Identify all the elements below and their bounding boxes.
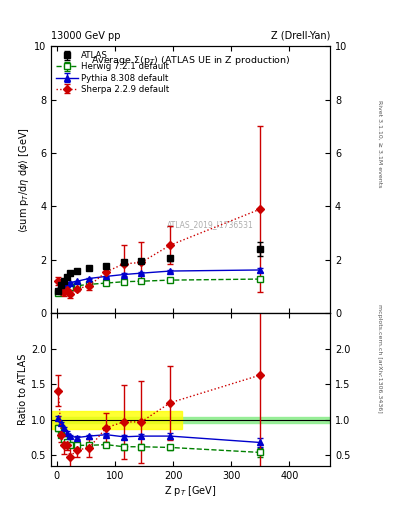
Bar	[51, 411, 182, 429]
Y-axis label: $\langle$sum p$_T$/d$\eta$ d$\phi\rangle$ [GeV]: $\langle$sum p$_T$/d$\eta$ d$\phi\rangle…	[17, 127, 31, 232]
Text: ATLAS_2019_I1736531: ATLAS_2019_I1736531	[167, 221, 253, 229]
Text: mcplots.cern.ch [arXiv:1306.3436]: mcplots.cern.ch [arXiv:1306.3436]	[377, 304, 382, 413]
X-axis label: Z p$_T$ [GeV]: Z p$_T$ [GeV]	[164, 483, 217, 498]
Y-axis label: Ratio to ATLAS: Ratio to ATLAS	[18, 354, 28, 425]
Text: Average $\Sigma$(p$_T$) (ATLAS UE in Z production): Average $\Sigma$(p$_T$) (ATLAS UE in Z p…	[91, 54, 290, 67]
Text: Z (Drell-Yan): Z (Drell-Yan)	[271, 31, 330, 41]
Text: 13000 GeV pp: 13000 GeV pp	[51, 31, 121, 41]
Legend: ATLAS, Herwig 7.2.1 default, Pythia 8.308 default, Sherpa 2.2.9 default: ATLAS, Herwig 7.2.1 default, Pythia 8.30…	[55, 50, 171, 95]
Text: Rivet 3.1.10, ≥ 3.1M events: Rivet 3.1.10, ≥ 3.1M events	[377, 100, 382, 187]
Bar	[51, 417, 330, 422]
